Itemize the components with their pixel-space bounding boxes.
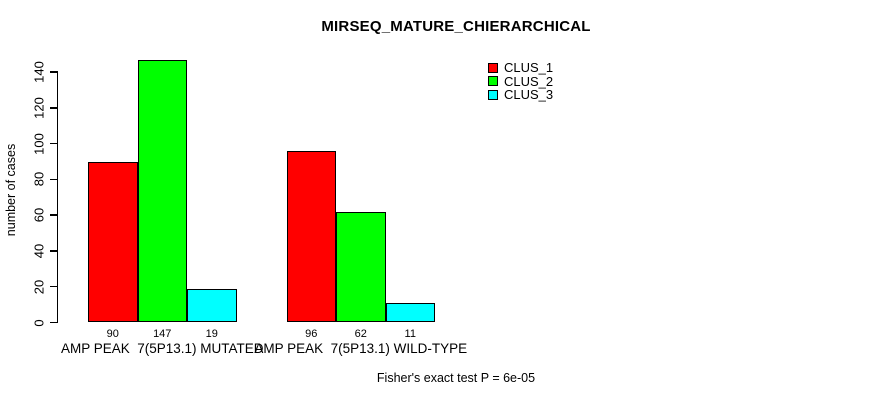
footnote-pvalue: Fisher's exact test P = 6e-05 (376, 371, 536, 385)
y-axis-tick (50, 285, 57, 288)
bar-clus_3-group1 (187, 288, 237, 323)
x-axis-group-label: AMP PEAK 7(5P13.1) MUTATED (60, 341, 264, 356)
y-axis-tick (50, 250, 57, 252)
y-axis-tick (50, 71, 57, 73)
y-axis-tick-label: 40 (31, 243, 47, 259)
y-axis-tick-label: 60 (31, 207, 47, 223)
legend-label: CLUS_1 (504, 60, 554, 76)
y-axis-tick-label: 20 (31, 279, 47, 294)
y-axis-tick (50, 142, 57, 145)
bar-value-label: 147 (153, 327, 172, 340)
y-axis-tick (50, 321, 57, 324)
bar-value-label: 96 (305, 327, 318, 340)
legend-label: CLUS_2 (504, 73, 554, 89)
x-axis-group-label: AMP PEAK 7(5P13.1) WILD-TYPE (254, 341, 468, 356)
y-axis-tick-label: 0 (31, 318, 47, 327)
bar-clus_1-group1 (88, 161, 138, 323)
legend-item-clus_3: CLUS_3 (488, 88, 553, 102)
y-axis-tick (50, 178, 57, 181)
legend-swatch-clus_2 (488, 76, 498, 87)
legend-swatch-clus_3 (488, 89, 498, 100)
legend-item-clus_2: CLUS_2 (488, 75, 553, 89)
bar-clus_2-group2 (336, 211, 386, 323)
bar-value-label: 19 (205, 327, 218, 340)
y-axis-tick-label: 120 (31, 97, 47, 119)
bar-clus_1-group2 (286, 150, 336, 323)
bar-clus_2-group1 (137, 59, 187, 323)
bar-value-label: 90 (106, 327, 119, 340)
y-axis-tick (50, 107, 57, 109)
y-axis-line (56, 71, 58, 324)
legend-swatch-clus_1 (488, 62, 498, 73)
y-axis-tick-label: 100 (31, 132, 47, 155)
legend-label: CLUS_3 (504, 87, 554, 103)
bar-value-label: 11 (404, 327, 416, 340)
legend-item-clus_1: CLUS_1 (488, 61, 553, 75)
legend: CLUS_1 CLUS_2 CLUS_3 (488, 61, 553, 102)
y-axis-tick-label: 140 (31, 61, 47, 84)
chart-title: MIRSEQ_MATURE_CHIERARCHICAL (321, 18, 591, 35)
bar-clus_3-group2 (385, 302, 435, 323)
bar-value-label: 62 (354, 327, 367, 340)
y-axis-tick-label: 80 (31, 172, 47, 187)
y-axis-tick (50, 214, 57, 216)
